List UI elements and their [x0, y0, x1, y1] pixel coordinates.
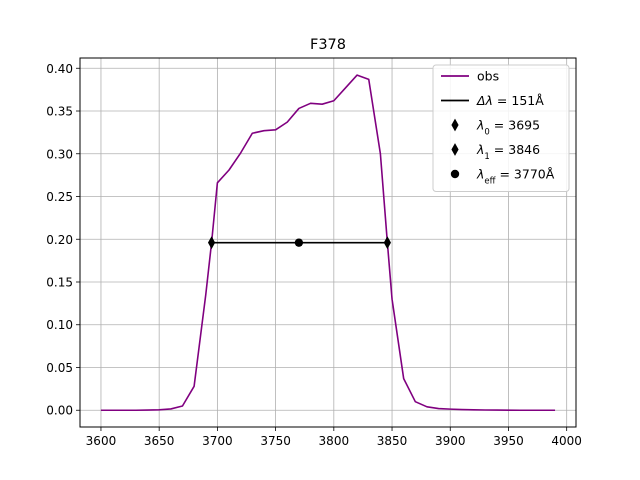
y-tick-label: 0.10	[46, 318, 73, 332]
plot-frame	[79, 57, 577, 428]
y-tick-label: 0.35	[46, 105, 73, 119]
x-tick-label: 3900	[435, 434, 466, 448]
legend-label: λeff = 3770Å	[476, 167, 555, 187]
series-0-line	[100, 74, 556, 412]
legend-label: λ1 = 3846	[476, 142, 540, 162]
x-tick-label: 3700	[202, 434, 233, 448]
series-4-point	[294, 238, 304, 247]
legend-label: λ0 = 3695	[476, 118, 540, 138]
x-tick-label: 3750	[260, 434, 291, 448]
legend-handle	[450, 169, 460, 179]
x-axis: 3600 3650 3700 3750 3800 3850 3900 3950 4000	[86, 427, 582, 448]
y-tick-label: 0.05	[46, 361, 73, 375]
x-tick-label: 4000	[551, 434, 582, 448]
plot-series	[100, 74, 556, 412]
y-tick-label: 0.00	[46, 404, 73, 418]
x-tick-label: 3850	[377, 434, 408, 448]
legend-handle	[451, 118, 459, 132]
legend-box	[432, 64, 570, 192]
y-tick-label: 0.20	[46, 233, 73, 247]
series-3-point	[383, 236, 391, 250]
y-axis: 0.00 0.05 0.10 0.15 0.20 0.25 0.30 0.35 0.40	[46, 62, 80, 418]
series-2-point	[207, 236, 216, 250]
legend-handle	[451, 143, 459, 156]
y-tick-label: 0.15	[46, 275, 73, 289]
grid	[80, 58, 576, 427]
legend: obs Δλ = 151Å λ0 = 3695 λ1 = 3846 λeff = 377…	[432, 64, 570, 192]
y-tick-label: 0.25	[46, 190, 73, 204]
y-tick-label: 0.40	[46, 62, 73, 76]
y-tick-label: 0.30	[46, 147, 73, 161]
x-tick-label: 3600	[86, 434, 117, 448]
x-tick-label: 3800	[319, 434, 350, 448]
legend-label: Δλ = 151Å	[476, 93, 544, 108]
x-tick-label: 3950	[493, 434, 524, 448]
chart-title: F378	[310, 37, 346, 53]
legend-label: obs	[477, 69, 499, 84]
x-tick-label: 3650	[144, 434, 175, 448]
